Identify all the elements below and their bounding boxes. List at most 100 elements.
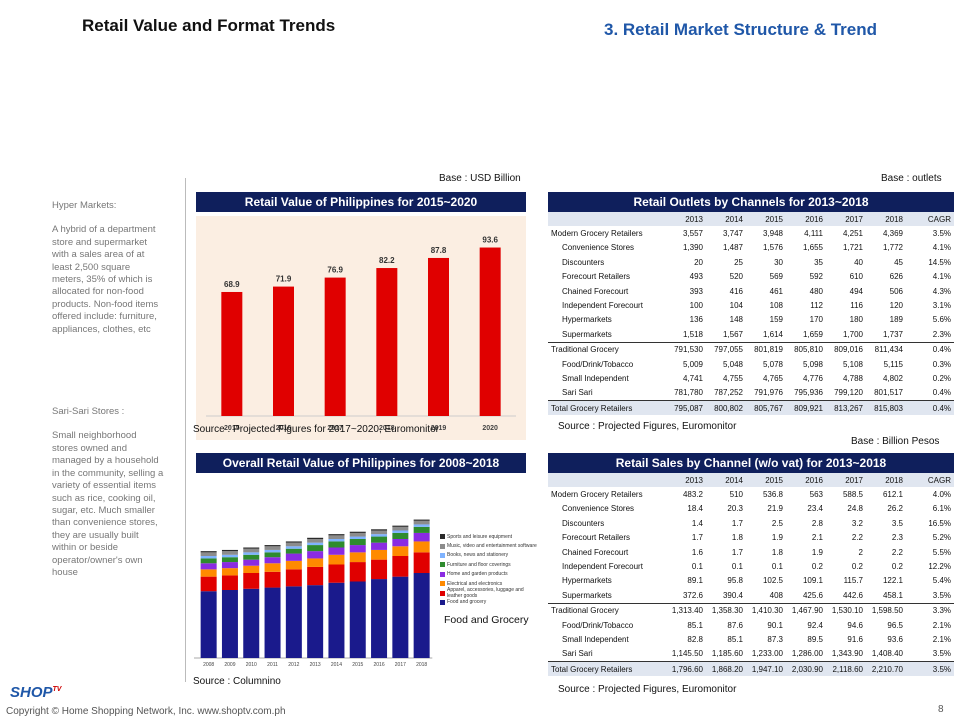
table-cell: 120 <box>889 301 903 311</box>
table-cell: 0.3% <box>932 359 951 369</box>
table-cell: 5,078 <box>762 359 783 369</box>
x-tick-label: 2018 <box>379 425 395 432</box>
table-row: Chained Forecourt 1.6 1.7 1.8 1.9 2 2.2 5.5% <box>548 545 954 559</box>
table-cell: 4,776 <box>802 373 823 383</box>
stack-segment <box>392 525 409 527</box>
table-cell: 0.4% <box>906 341 954 357</box>
row-label: Traditional Grocery <box>548 341 666 357</box>
stack-segment <box>349 581 366 658</box>
bar-2019 <box>428 257 449 416</box>
table-cell: 2.5 <box>771 518 783 528</box>
table-cell: 2.8 <box>811 518 823 528</box>
table-cell: 1,659 <box>802 329 823 339</box>
table-cell: 2.2 <box>851 533 863 543</box>
table-cell: 4,111 <box>804 229 823 239</box>
stack-segment <box>349 552 366 563</box>
x-tick-label: 2015 <box>352 662 363 668</box>
row-label: Chained Forecourt <box>562 547 629 557</box>
row-label: Forecourt Retailers <box>562 533 631 543</box>
row-label: Food/Drink/Tobacco <box>562 359 634 369</box>
stack-segment <box>221 554 238 558</box>
table-cell: 1,467.90 <box>786 602 826 618</box>
stack-segment <box>264 587 281 658</box>
table-cell: 0.4% <box>932 388 951 398</box>
table-header-row: 2013 2014 2015 2016 2017 2018 CAGR <box>548 212 954 227</box>
stack-segment <box>371 549 388 560</box>
stack-segment <box>392 530 409 533</box>
table-cell: 30 <box>774 257 783 267</box>
source-overall-retail: Source : Columnino <box>193 676 281 687</box>
table-cell: 35 <box>814 257 823 267</box>
x-tick-label: 2017 <box>327 425 343 432</box>
table-row: Modern Grocery Retailers 483.2 510 536.8 563… <box>548 487 954 501</box>
overall-retail-panel: Overall Retail Value of Philippines for … <box>196 453 526 473</box>
stack-segment <box>307 537 324 539</box>
stack-segment <box>413 524 430 527</box>
table-cell: 12.2% <box>928 562 951 572</box>
stack-segment <box>328 539 345 542</box>
stack-segment <box>285 586 302 658</box>
table-cell: 626 <box>889 272 903 282</box>
table-row: Food/Drink/Tobacco 85.1 87.6 90.1 92.4 94.6 96… <box>548 618 954 632</box>
logo-sup: TV <box>52 686 62 693</box>
table-cell: 4.1% <box>932 272 951 282</box>
sari-sari-text: Small neighborhood stores owned and mana… <box>52 430 164 578</box>
table-cell: 795,936 <box>794 388 823 398</box>
legend-swatch <box>440 552 445 558</box>
x-tick-label: 2008 <box>203 662 214 668</box>
row-label: Discounters <box>562 518 605 528</box>
table-cell: 1,518 <box>682 329 703 339</box>
legend-label: Furniture and floor coverings <box>447 561 511 568</box>
stack-segment <box>221 549 238 552</box>
row-label: Forecourt Retailers <box>562 272 631 282</box>
stack-segment <box>264 552 281 558</box>
column-header: 2017 <box>826 212 866 227</box>
table-row: Convenience Stores 1,390 1,487 1,576 1,655 1,… <box>548 241 954 255</box>
table-cell: 801,819 <box>746 341 786 357</box>
legend-entry: Books, news and stationery <box>440 551 540 560</box>
table-cell: 805,810 <box>786 341 826 357</box>
table-cell: 2.1% <box>932 620 951 630</box>
base-pesos-label: Base : Billion Pesos <box>851 436 940 447</box>
stack-segment <box>243 547 260 549</box>
table-cell: 1,390 <box>682 243 703 253</box>
column-header: 2018 <box>866 473 906 488</box>
legend-label: Electrical and electronics <box>447 580 503 587</box>
table-cell: 3,747 <box>722 229 743 239</box>
table-cell: 148 <box>729 315 743 325</box>
table-cell: 87.6 <box>727 620 743 630</box>
retail-sales-table: 2013 2014 2015 2016 2017 2018 CAGR Modern Groce… <box>548 473 954 677</box>
table-cell: 25 <box>734 257 743 267</box>
definitions-sidebar: Hyper Markets: A hybrid of a department … <box>52 200 164 591</box>
legend-entry: Electrical and electronics <box>440 579 540 588</box>
table-cell: 170 <box>809 315 823 325</box>
column-header: 2016 <box>786 473 826 488</box>
table-cell: 4,765 <box>762 373 783 383</box>
table-cell: 122.1 <box>882 576 903 586</box>
legend-label: Food and grocery <box>447 599 487 606</box>
table-cell: 115.7 <box>843 576 863 586</box>
table-cell: 791,976 <box>754 388 783 398</box>
stack-segment <box>392 556 409 577</box>
stack-segment <box>349 532 366 537</box>
table-cell: 0.2 <box>851 562 863 572</box>
table-cell: 811,434 <box>866 341 906 357</box>
stack-segment <box>328 535 345 539</box>
row-label: Small Independent <box>562 373 629 383</box>
stack-segment <box>285 546 302 549</box>
legend-label: Books, news and stationery <box>447 552 509 559</box>
table-row: Supermarkets 372.6 390.4 408 425.6 442.6 458.1… <box>548 588 954 603</box>
hyper-markets-text: A hybrid of a department store and super… <box>52 224 159 335</box>
table-cell: 805,767 <box>746 400 786 416</box>
retail-outlets-panel: Retail Outlets by Channels for 2013~2018… <box>548 192 954 416</box>
table-cell: 4,251 <box>842 229 863 239</box>
stack-segment <box>285 542 302 547</box>
table-cell: 1,358.30 <box>706 602 746 618</box>
table-cell: 1.7 <box>731 518 743 528</box>
stack-segment <box>392 539 409 547</box>
stack-segment <box>413 526 430 533</box>
table-cell: 2,030.90 <box>786 661 826 677</box>
table-cell: 520 <box>729 272 743 282</box>
table-cell: 3,948 <box>762 229 783 239</box>
legend-entry: Home and garden products <box>440 570 540 579</box>
